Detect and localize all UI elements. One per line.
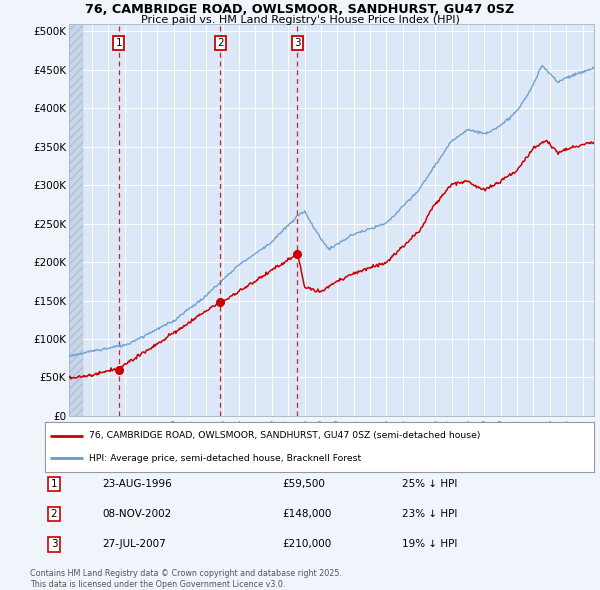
Text: 25% ↓ HPI: 25% ↓ HPI [402,479,457,489]
Text: 76, CAMBRIDGE ROAD, OWLSMOOR, SANDHURST, GU47 0SZ: 76, CAMBRIDGE ROAD, OWLSMOOR, SANDHURST,… [85,3,515,16]
Text: 27-JUL-2007: 27-JUL-2007 [102,539,166,549]
Text: 3: 3 [50,539,58,549]
Text: 3: 3 [294,38,301,48]
Text: 2: 2 [50,509,58,519]
Text: 1: 1 [115,38,122,48]
Text: £59,500: £59,500 [282,479,325,489]
Text: Contains HM Land Registry data © Crown copyright and database right 2025.
This d: Contains HM Land Registry data © Crown c… [30,569,342,589]
Text: 23% ↓ HPI: 23% ↓ HPI [402,509,457,519]
Text: £148,000: £148,000 [282,509,331,519]
Text: 19% ↓ HPI: 19% ↓ HPI [402,539,457,549]
Text: HPI: Average price, semi-detached house, Bracknell Forest: HPI: Average price, semi-detached house,… [89,454,361,463]
Text: 08-NOV-2002: 08-NOV-2002 [102,509,171,519]
Text: 23-AUG-1996: 23-AUG-1996 [102,479,172,489]
Text: 76, CAMBRIDGE ROAD, OWLSMOOR, SANDHURST, GU47 0SZ (semi-detached house): 76, CAMBRIDGE ROAD, OWLSMOOR, SANDHURST,… [89,431,480,440]
Text: 2: 2 [217,38,224,48]
Text: 1: 1 [50,479,58,489]
Text: £210,000: £210,000 [282,539,331,549]
Text: Price paid vs. HM Land Registry's House Price Index (HPI): Price paid vs. HM Land Registry's House … [140,15,460,25]
Bar [69,24,83,416]
